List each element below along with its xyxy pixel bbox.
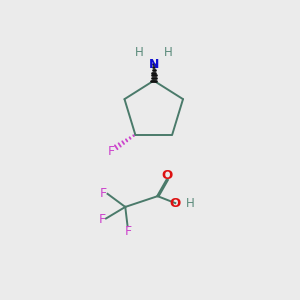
Text: N: N [148, 58, 159, 71]
Text: O: O [161, 169, 172, 182]
Text: H: H [164, 46, 173, 59]
Text: F: F [125, 225, 132, 238]
Text: F: F [99, 213, 106, 226]
Text: F: F [108, 145, 115, 158]
Text: H: H [186, 196, 195, 210]
Text: F: F [100, 187, 107, 200]
Text: H: H [135, 46, 143, 59]
Text: O: O [170, 197, 181, 210]
